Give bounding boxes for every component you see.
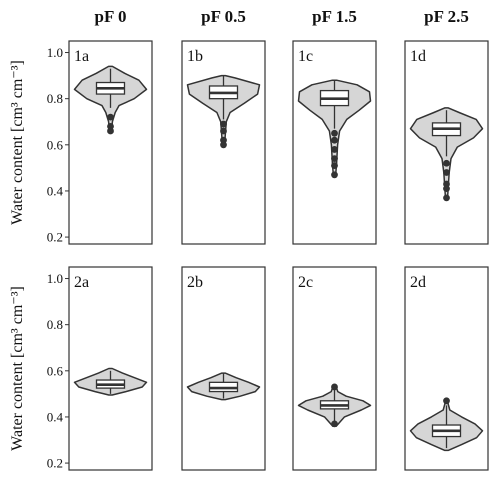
- y-tick-label: 0.6: [47, 363, 64, 378]
- outlier-point: [331, 383, 338, 391]
- panel-label: 1d: [410, 48, 426, 65]
- panel-label: 2c: [298, 274, 313, 291]
- panel-1b: 1b: [181, 40, 266, 245]
- outlier-point: [443, 194, 450, 202]
- y-tick-label: 0.6: [47, 137, 64, 152]
- outlier-point: [220, 141, 227, 149]
- outlier-point: [331, 171, 338, 179]
- panel-2c: 2c: [292, 266, 377, 471]
- y-axis-title: Water content [cm³ cm⁻³]: [9, 286, 26, 451]
- y-tick-label: 0.2: [47, 230, 63, 245]
- panel-label: 2d: [410, 274, 426, 291]
- outlier-point: [331, 155, 338, 163]
- y-tick-label: 0.2: [47, 456, 63, 471]
- panel-frame: [404, 40, 489, 245]
- outlier-point: [220, 127, 227, 135]
- panel-frame: [68, 40, 153, 245]
- y-tick-label: 0.4: [47, 409, 64, 424]
- y-tick-label: 1.0: [47, 45, 63, 60]
- panel-label: 1b: [187, 48, 203, 65]
- column-title: pF 2.5: [424, 7, 469, 26]
- panel-frame: [292, 266, 377, 471]
- outlier-point: [331, 146, 338, 153]
- column-title: pF 0: [95, 7, 127, 26]
- panel-label: 1a: [74, 48, 89, 65]
- outlier-point: [443, 159, 450, 167]
- panel-2a: 2a: [68, 266, 153, 471]
- panel-label: 1c: [298, 48, 313, 65]
- y-tick-label: 0.8: [47, 317, 63, 332]
- panel-2b: 2b: [181, 266, 266, 471]
- outlier-point: [331, 129, 338, 137]
- panel-1c: 1c: [292, 40, 377, 245]
- panel-label: 2a: [74, 274, 89, 291]
- outlier-point: [443, 169, 450, 176]
- panel-frame: [181, 266, 266, 471]
- outlier-point: [107, 113, 114, 121]
- panel-label: 2b: [187, 274, 203, 291]
- outlier-point: [331, 136, 338, 144]
- y-tick-label: 1.0: [47, 271, 63, 286]
- panel-frame: [292, 40, 377, 245]
- outlier-point: [331, 162, 338, 169]
- column-title: pF 0.5: [201, 7, 246, 26]
- panel-frame: [68, 266, 153, 471]
- y-tick-label: 0.4: [47, 183, 64, 198]
- panel-frame: [181, 40, 266, 245]
- panel-1a: 1a: [68, 40, 153, 245]
- outlier-point: [220, 120, 227, 128]
- y-axis-title: Water content [cm³ cm⁻³]: [9, 60, 26, 225]
- panel-2d: 2d: [404, 266, 489, 471]
- panel-1d: 1d: [404, 40, 489, 245]
- outlier-point: [443, 397, 450, 405]
- outlier-point: [331, 420, 338, 428]
- outlier-point: [107, 127, 114, 135]
- panel-frame: [404, 266, 489, 471]
- y-tick-label: 0.8: [47, 91, 63, 106]
- column-title: pF 1.5: [312, 7, 357, 26]
- outlier-point: [443, 185, 450, 193]
